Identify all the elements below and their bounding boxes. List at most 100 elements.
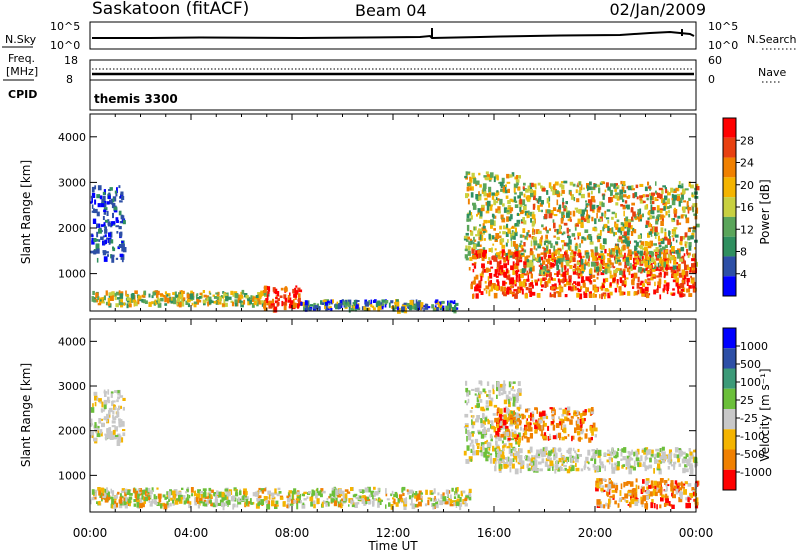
echo-cell bbox=[663, 276, 666, 279]
echo-cell bbox=[647, 241, 651, 246]
echo-cell bbox=[241, 289, 245, 295]
echo-cell bbox=[614, 500, 617, 505]
echo-cell bbox=[563, 427, 567, 434]
echo-cell bbox=[212, 294, 215, 297]
echo-cell bbox=[320, 300, 323, 305]
echo-cell bbox=[107, 223, 112, 226]
echo-cell bbox=[518, 291, 522, 294]
nsky-label: N.Sky bbox=[5, 33, 37, 46]
echo-cell bbox=[634, 253, 639, 256]
echo-cell bbox=[536, 293, 541, 298]
echo-cell bbox=[424, 503, 428, 507]
echo-cell bbox=[92, 403, 94, 407]
echo-cell bbox=[515, 243, 518, 250]
echo-cell bbox=[578, 252, 582, 258]
echo-cell bbox=[99, 228, 102, 232]
echo-cell bbox=[467, 398, 470, 404]
echo-cell bbox=[524, 204, 527, 208]
echo-cell bbox=[498, 435, 502, 442]
echo-cell bbox=[563, 231, 566, 235]
echo-cell bbox=[578, 208, 582, 214]
echo-cell bbox=[600, 285, 604, 291]
echo-cell bbox=[544, 461, 548, 467]
echo-cell bbox=[97, 185, 102, 191]
echo-cell bbox=[580, 193, 585, 199]
echo-cell bbox=[129, 297, 132, 304]
echo-cell bbox=[96, 432, 101, 438]
echo-cell bbox=[597, 455, 601, 458]
echo-cell bbox=[496, 412, 499, 416]
echo-cell bbox=[520, 269, 522, 273]
echo-cell bbox=[615, 259, 618, 264]
echo-cell bbox=[241, 302, 244, 305]
echo-cell bbox=[501, 440, 504, 444]
echo-cell bbox=[266, 291, 269, 295]
echo-cell bbox=[463, 235, 468, 239]
echo-cell bbox=[496, 423, 499, 428]
echo-cell bbox=[367, 486, 371, 493]
echo-cell bbox=[478, 283, 482, 289]
echo-cell bbox=[510, 251, 514, 256]
echo-cell bbox=[601, 212, 604, 217]
echo-cell bbox=[386, 498, 390, 501]
echo-cell bbox=[565, 201, 568, 205]
echo-cell bbox=[444, 502, 448, 505]
echo-cell bbox=[517, 437, 521, 443]
echo-cell bbox=[466, 186, 470, 192]
echo-cell bbox=[626, 227, 631, 232]
echo-cell bbox=[162, 494, 166, 498]
echo-cell bbox=[578, 272, 583, 277]
echo-cell bbox=[258, 300, 262, 305]
echo-cell bbox=[416, 304, 419, 311]
echo-cell bbox=[619, 289, 622, 296]
echo-cell bbox=[559, 418, 564, 421]
echo-cell bbox=[372, 498, 377, 501]
echo-cell bbox=[302, 502, 305, 505]
echo-cell bbox=[466, 402, 468, 406]
echo-cell bbox=[516, 392, 520, 398]
echo-cell bbox=[582, 282, 586, 288]
echo-cell bbox=[612, 195, 616, 199]
y-tick-label: 1000 bbox=[58, 469, 86, 482]
echo-cell bbox=[518, 288, 522, 293]
echo-cell bbox=[118, 210, 122, 216]
freq-panel: Freq. [MHz] 18 8 60 0 Nave bbox=[3, 52, 786, 86]
echo-cell bbox=[577, 270, 581, 273]
echo-cell bbox=[633, 229, 637, 234]
echo-cell bbox=[243, 494, 247, 500]
echo-cell bbox=[497, 206, 501, 211]
echo-cell bbox=[110, 221, 113, 226]
echo-cell bbox=[232, 495, 236, 500]
echo-cell bbox=[513, 422, 516, 425]
echo-cell bbox=[547, 240, 552, 245]
echo-cell bbox=[474, 438, 479, 444]
echo-cell bbox=[213, 492, 217, 496]
echo-cell bbox=[593, 427, 598, 432]
echo-cell bbox=[359, 495, 362, 499]
echo-cell bbox=[676, 269, 679, 274]
echo-cell bbox=[183, 495, 186, 499]
echo-cell bbox=[681, 194, 684, 200]
echo-cell bbox=[196, 298, 199, 302]
echo-cell bbox=[609, 274, 614, 279]
echo-cell bbox=[492, 390, 495, 395]
echo-cell bbox=[568, 282, 572, 286]
echo-cell bbox=[608, 197, 612, 203]
echo-cell bbox=[473, 241, 475, 246]
echo-cell bbox=[578, 190, 582, 193]
time-axis: 00:00 04:00 08:00 12:00 16:00 20:00 00:00 bbox=[73, 526, 714, 540]
echo-cell bbox=[580, 266, 583, 271]
echo-cell bbox=[645, 194, 649, 198]
echo-cell bbox=[224, 302, 228, 307]
echo-cell bbox=[529, 291, 533, 297]
echo-cell bbox=[479, 399, 483, 403]
echo-cell bbox=[678, 272, 683, 278]
echo-cell bbox=[567, 268, 569, 272]
echo-cell bbox=[669, 236, 671, 242]
echo-cell bbox=[489, 453, 493, 456]
echo-cell bbox=[513, 187, 516, 193]
echo-cell bbox=[529, 251, 534, 256]
echo-cell bbox=[252, 501, 255, 505]
echo-cell bbox=[675, 262, 679, 265]
